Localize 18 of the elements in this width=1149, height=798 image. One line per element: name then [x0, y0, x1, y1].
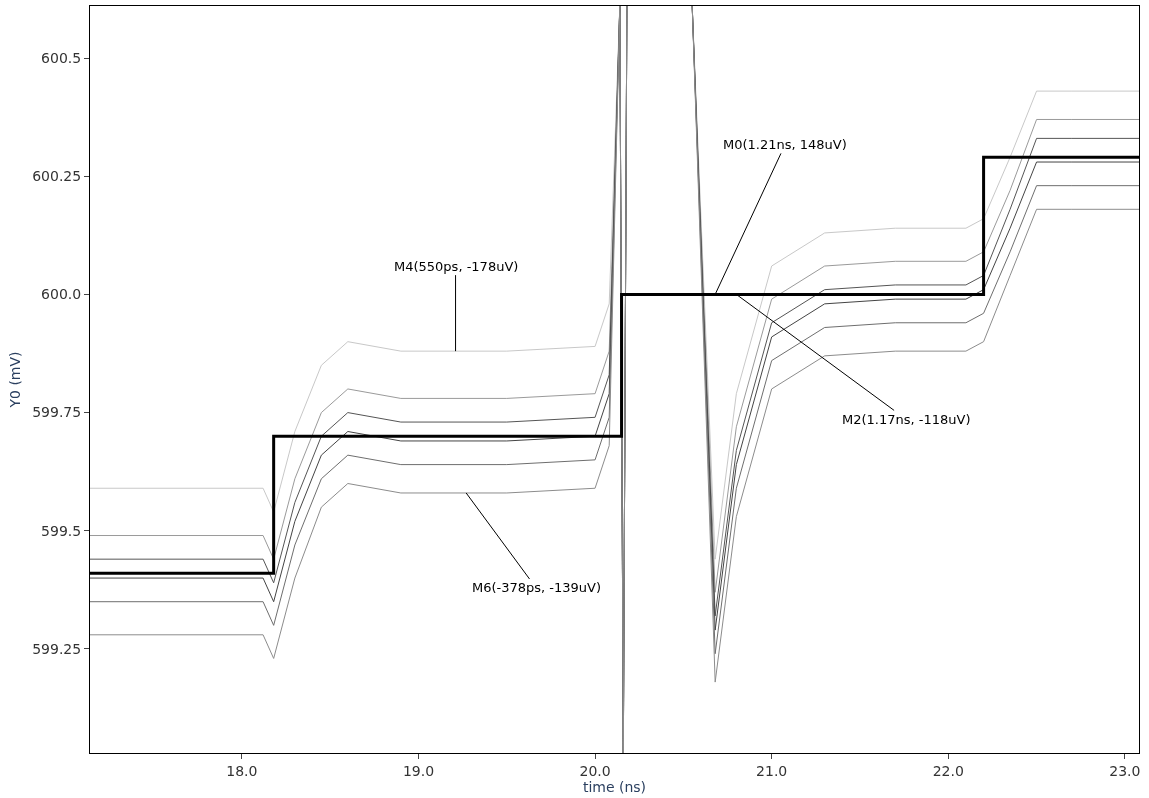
annotation: M2(1.17ns, -118uV) — [842, 412, 971, 427]
x-tick-label: 22.0 — [932, 762, 964, 779]
y-axis-title: Y0 (mV) — [6, 351, 23, 409]
y-tick-label: 599.75 — [32, 404, 82, 421]
y-tick-label: 600.25 — [32, 168, 82, 185]
x-tick-label: 19.0 — [402, 762, 435, 779]
annotation: M0(1.21ns, 148uV) — [723, 137, 847, 152]
y-tick-label: 600.5 — [41, 49, 82, 66]
x-tick-label: 20.0 — [579, 762, 611, 779]
x-tick-label: 18.0 — [226, 762, 258, 779]
x-tick-label: 23.0 — [1109, 762, 1141, 779]
annotation: M6(-378ps, -139uV) — [472, 580, 602, 595]
x-axis-title: time (ns) — [582, 778, 647, 795]
y-tick-label: 599.5 — [41, 522, 82, 539]
y-tick-label: 600.0 — [41, 286, 82, 303]
y-tick-label: 599.25 — [32, 640, 82, 657]
x-tick-label: 21.0 — [756, 762, 788, 779]
annotation: M4(550ps, -178uV) — [394, 259, 519, 274]
